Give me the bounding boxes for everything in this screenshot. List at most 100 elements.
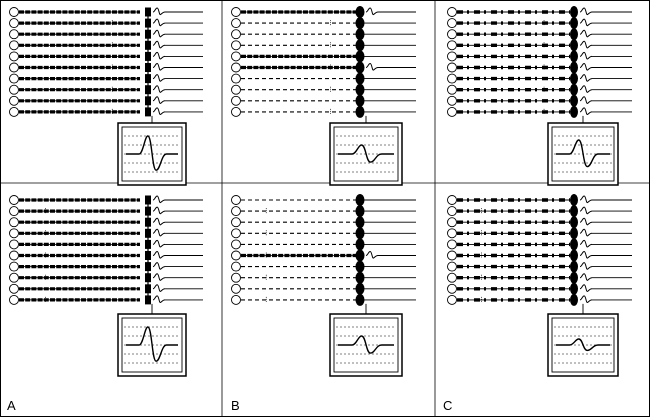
soma-icon — [9, 51, 19, 62]
response-wavelet — [579, 284, 593, 292]
soma-icon — [231, 84, 241, 95]
response-wavelet — [152, 7, 166, 16]
scope-trace — [556, 338, 610, 352]
response-wavelet — [152, 51, 166, 60]
soma-icon — [9, 106, 19, 117]
soma-icon — [447, 250, 457, 261]
soma-icon — [9, 228, 19, 239]
soma-icon — [9, 294, 19, 305]
response-wavelet — [579, 206, 593, 215]
response-wavelet — [152, 18, 166, 27]
soma-icon — [447, 84, 457, 95]
scope-trace — [126, 326, 178, 362]
response-wavelet — [579, 51, 593, 60]
response-wavelet — [152, 62, 166, 71]
response-wavelet — [579, 96, 593, 104]
soma-icon — [231, 40, 241, 51]
soma-icon — [447, 7, 457, 17]
response-wavelet — [579, 273, 593, 281]
response-wavelet — [152, 206, 166, 215]
soma-icon — [447, 294, 457, 305]
soma-icon — [447, 18, 457, 29]
response-wavelet — [365, 62, 379, 71]
response-wavelet — [579, 18, 593, 27]
soma-icon — [447, 195, 457, 205]
panel-b-top — [231, 6, 416, 186]
soma-icon — [231, 73, 241, 84]
response-wavelet — [152, 273, 166, 281]
soma-icon — [9, 206, 19, 217]
soma-icon — [9, 250, 19, 261]
response-wavelet — [152, 250, 166, 259]
soma-icon — [447, 239, 457, 250]
response-wavelet — [579, 195, 593, 204]
response-wavelet — [365, 7, 379, 16]
response-wavelet — [152, 40, 166, 49]
response-wavelet — [152, 29, 166, 38]
soma-icon — [447, 283, 457, 294]
soma-icon — [447, 73, 457, 84]
response-wavelet — [579, 217, 593, 226]
response-wavelet — [579, 7, 593, 16]
panel-label-b: B — [231, 398, 240, 413]
soma-icon — [231, 62, 241, 73]
response-wavelet — [579, 295, 593, 303]
soma-icon — [231, 294, 241, 305]
response-wavelet — [579, 250, 593, 259]
response-wavelet — [152, 262, 166, 270]
response-wavelet — [152, 107, 166, 115]
soma-icon — [9, 217, 19, 228]
soma-icon — [231, 217, 241, 228]
soma-icon — [231, 261, 241, 272]
panel-b-bottom — [231, 194, 416, 377]
response-wavelet — [579, 29, 593, 38]
response-wavelet — [579, 62, 593, 71]
response-wavelet — [152, 295, 166, 303]
panel-c-bottom — [447, 194, 632, 377]
response-wavelet — [152, 96, 166, 104]
soma-icon — [9, 84, 19, 95]
response-wavelet — [579, 228, 593, 237]
soma-icon — [231, 228, 241, 239]
soma-icon — [231, 283, 241, 294]
soma-icon — [447, 261, 457, 272]
scope-trace — [338, 144, 394, 163]
soma-icon — [447, 51, 457, 62]
panel-label-a: A — [7, 398, 16, 413]
soma-icon — [447, 228, 457, 239]
soma-icon — [231, 239, 241, 250]
soma-icon — [447, 106, 457, 117]
response-wavelet — [152, 85, 166, 93]
response-wavelet — [579, 40, 593, 49]
panel-a-top — [9, 7, 203, 186]
soma-icon — [9, 29, 19, 40]
panel-label-c: C — [443, 398, 453, 413]
response-wavelet — [152, 217, 166, 226]
soma-icon — [9, 195, 19, 205]
response-wavelet — [152, 228, 166, 237]
soma-icon — [447, 206, 457, 217]
soma-icon — [231, 250, 241, 261]
response-wavelet — [579, 74, 593, 82]
response-wavelet — [579, 85, 593, 93]
response-wavelet — [365, 250, 379, 259]
soma-icon — [231, 18, 241, 29]
response-wavelet — [152, 74, 166, 82]
response-wavelet — [579, 107, 593, 115]
panel-c-top — [447, 6, 632, 186]
scope-trace — [338, 335, 394, 354]
response-wavelet — [152, 239, 166, 248]
soma-icon — [231, 51, 241, 62]
soma-icon — [231, 95, 241, 106]
panel-a-bottom — [9, 195, 203, 377]
scope-trace — [556, 139, 610, 168]
soma-icon — [9, 272, 19, 283]
soma-icon — [447, 40, 457, 51]
soma-icon — [447, 95, 457, 106]
soma-icon — [9, 73, 19, 84]
soma-icon — [9, 62, 19, 73]
soma-icon — [231, 206, 241, 217]
soma-icon — [231, 29, 241, 40]
soma-icon — [231, 7, 241, 17]
